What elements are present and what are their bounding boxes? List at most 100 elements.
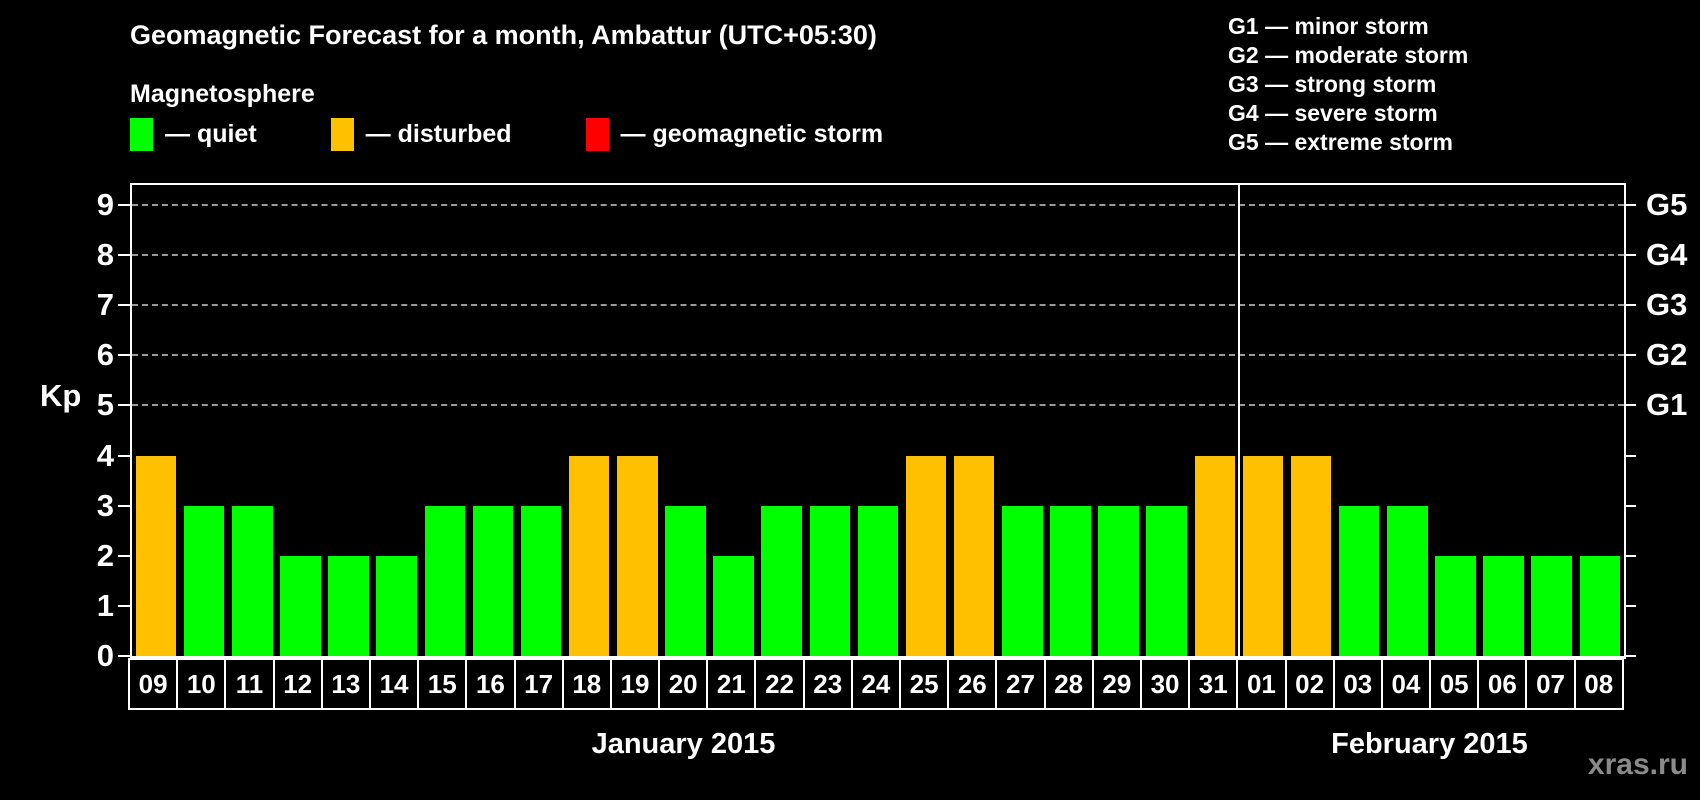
gridline-kp-5: [132, 404, 1624, 407]
kp-bar-day-22: [761, 505, 802, 656]
kp-bar-day-15: [424, 505, 466, 656]
kp-bar-day-13: [328, 555, 369, 656]
day-label-12: 12: [272, 658, 323, 710]
bar-slot-18: [565, 185, 613, 656]
day-label-06: 06: [1477, 658, 1528, 710]
kp-bar-day-09: [135, 455, 177, 656]
day-label-15: 15: [417, 658, 468, 710]
gridline-kp-8: [132, 254, 1624, 257]
tick-kp-9: [118, 204, 130, 207]
kp-bar-day-10: [183, 505, 225, 656]
day-label-13: 13: [320, 658, 371, 710]
day-label-21: 21: [706, 658, 757, 710]
g-legend-line-2: G2 — moderate storm: [1228, 42, 1469, 68]
y-tick-label-2: 2: [96, 537, 114, 573]
y-tick-label-4: 4: [96, 437, 114, 473]
tick-kp-8: [118, 254, 130, 257]
kp-bar-day-04: [1387, 505, 1428, 656]
bar-slot-07: [1528, 185, 1576, 656]
tick-kp-2: [1624, 554, 1636, 557]
tick-kp-0: [1624, 655, 1636, 657]
kp-bar-day-18: [568, 455, 610, 656]
day-label-18: 18: [561, 658, 612, 710]
kp-bar-day-03: [1338, 505, 1380, 656]
kp-bar-day-24: [857, 505, 899, 656]
bar-slot-06: [1480, 185, 1528, 656]
kp-bar-day-12: [280, 555, 321, 656]
xras-watermark-link[interactable]: xras.ru: [1587, 748, 1688, 781]
day-label-19: 19: [609, 658, 661, 710]
bar-slot-08: [1576, 185, 1624, 656]
kp-bar-day-25: [905, 455, 947, 656]
day-label-26: 26: [947, 658, 998, 710]
legend-item-storm: — geomagnetic storm: [585, 118, 883, 151]
day-label-02: 02: [1284, 658, 1335, 710]
bar-slot-15: [421, 185, 469, 656]
storm-color-swatch: [585, 118, 609, 151]
bar-slot-03: [1335, 185, 1383, 656]
bar-slot-22: [758, 185, 806, 656]
day-label-31: 31: [1188, 658, 1239, 710]
day-label-25: 25: [899, 658, 950, 710]
bar-slot-20: [661, 185, 709, 656]
kp-legend: — quiet — disturbed — geomagnetic storm: [130, 118, 883, 151]
kp-bar-day-07: [1531, 555, 1572, 656]
tick-kp-8: [1624, 254, 1636, 257]
quiet-color-swatch: [130, 118, 153, 151]
day-label-05: 05: [1429, 658, 1480, 710]
day-label-24: 24: [850, 658, 901, 710]
legend-label-quiet: — quiet: [165, 120, 257, 148]
bar-slot-19: [613, 185, 661, 656]
g-legend-line-4: G4 — severe storm: [1228, 100, 1438, 126]
month-label-february: February 2015: [1331, 728, 1528, 760]
tick-kp-4: [118, 454, 130, 457]
tick-kp-2: [118, 554, 130, 557]
kp-bar-day-21: [713, 555, 754, 656]
y-tick-label-9: 9: [96, 187, 114, 223]
day-label-22: 22: [754, 658, 805, 710]
kp-bar-day-27: [1002, 505, 1043, 656]
g-axis-label-g5: G5: [1646, 187, 1688, 223]
day-label-20: 20: [658, 658, 709, 710]
gridline-kp-7: [132, 304, 1624, 307]
bar-slot-16: [469, 185, 517, 656]
legend-label-disturbed: — disturbed: [365, 120, 512, 148]
g-axis-label-g2: G2: [1646, 337, 1688, 373]
day-label-29: 29: [1091, 658, 1142, 710]
day-label-04: 04: [1380, 658, 1432, 710]
kp-bar-day-29: [1098, 505, 1139, 656]
bar-slot-26: [950, 185, 998, 656]
disturbed-color-swatch: [330, 118, 354, 151]
kp-bar-day-02: [1290, 455, 1332, 656]
kp-bar-day-26: [953, 455, 995, 656]
kp-bar-day-31: [1194, 455, 1236, 656]
day-label-14: 14: [368, 658, 420, 710]
tick-kp-3: [118, 504, 130, 507]
bar-slot-23: [806, 185, 854, 656]
bar-slot-31: [1191, 185, 1239, 656]
bar-slot-17: [517, 185, 565, 656]
kp-bar-day-28: [1050, 505, 1091, 656]
tick-kp-3: [1624, 504, 1636, 507]
gridline-kp-9: [132, 204, 1624, 207]
tick-kp-9: [1624, 204, 1636, 207]
tick-kp-5: [1624, 404, 1636, 407]
bar-slot-14: [373, 185, 421, 656]
bar-slot-28: [1046, 185, 1094, 656]
kp-bar-day-01: [1242, 455, 1284, 656]
day-label-16: 16: [465, 658, 516, 710]
tick-kp-6: [1624, 354, 1636, 357]
bar-slot-27: [998, 185, 1046, 656]
kp-bar-day-23: [809, 505, 851, 656]
bar-slot-24: [854, 185, 902, 656]
bar-slot-25: [902, 185, 950, 656]
day-label-03: 03: [1332, 658, 1383, 710]
g-axis-labels: G5 G4 G3 G2 G1: [1646, 185, 1700, 656]
day-label-11: 11: [224, 658, 275, 710]
day-label-01: 01: [1236, 658, 1287, 710]
kp-bar-day-14: [376, 555, 417, 656]
day-label-17: 17: [513, 658, 564, 710]
bar-slot-30: [1143, 185, 1191, 656]
kp-bar-day-06: [1483, 555, 1524, 656]
y-tick-label-8: 8: [96, 237, 114, 273]
